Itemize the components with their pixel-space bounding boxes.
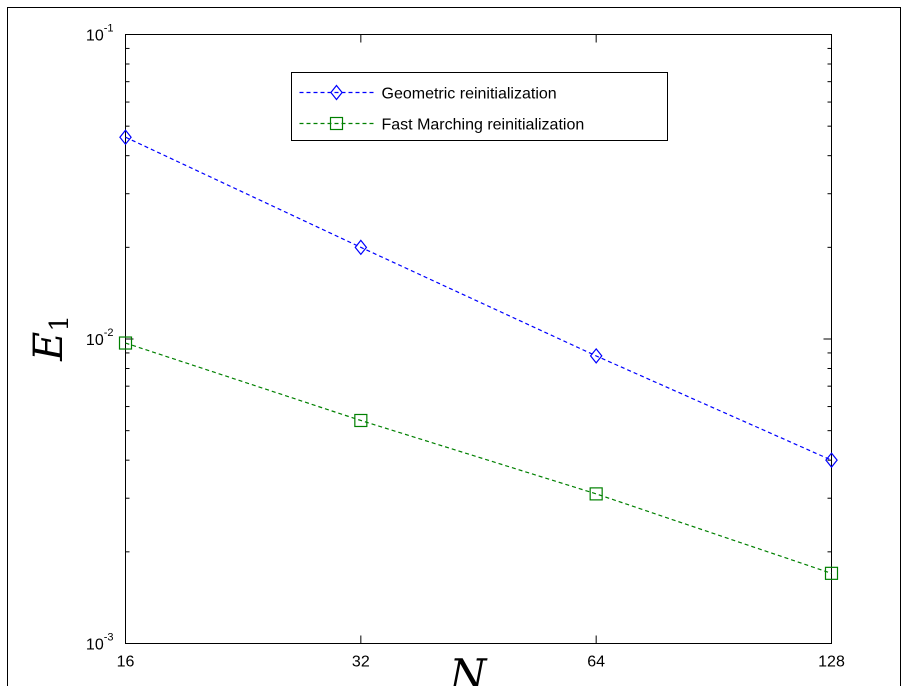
legend-box [291, 72, 668, 141]
data-point-diamond [825, 452, 838, 469]
data-point-square [589, 487, 603, 501]
data-point-square [354, 413, 368, 428]
data-point-diamond [354, 239, 368, 256]
legend: Geometric reinitialization Fast Marching … [291, 72, 668, 141]
series-1 [119, 129, 838, 469]
x-tick-label: 64 [587, 654, 605, 671]
series-line [125, 136, 832, 461]
legend-label: Geometric reinitialization [382, 86, 557, 103]
y-axis-label-sub: 1 [45, 315, 75, 332]
legend-entry: Fast Marching reinitialization [299, 116, 585, 134]
legend-label: Fast Marching reinitialization [382, 117, 585, 134]
x-tick-label: 32 [352, 654, 370, 671]
series-2 [118, 336, 839, 580]
y-tick-label: 10-1 [86, 23, 114, 45]
series-line [125, 342, 832, 574]
y-tick-label: 10-2 [86, 327, 114, 349]
x-tick-label: 16 [117, 654, 135, 671]
legend-marker-diamond [330, 84, 343, 101]
data-point-diamond [589, 347, 603, 364]
y-axis-label: E1 [26, 315, 75, 362]
y-axis-label-main: E [26, 332, 72, 362]
data-series [118, 129, 839, 580]
x-tick-label: 128 [818, 654, 845, 671]
legend-marker-square [329, 116, 344, 131]
legend-entry: Geometric reinitialization [299, 84, 557, 103]
x-axis-label: N [449, 650, 488, 686]
axis-ticks [125, 34, 832, 644]
y-tick-label: 10-3 [86, 632, 114, 654]
data-point-square [118, 336, 133, 350]
data-point-square [824, 566, 839, 580]
tick-labels: 16 32 64 128 10-1 10-2 10-3 [86, 23, 845, 671]
data-point-diamond [119, 129, 132, 146]
